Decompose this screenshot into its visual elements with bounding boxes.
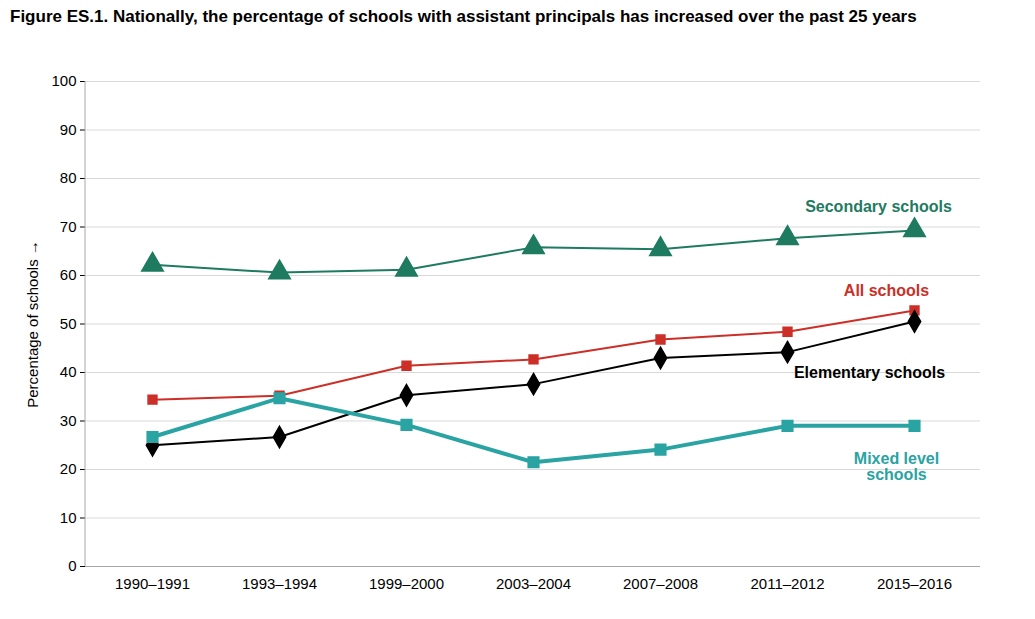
svg-text:Mixed levelschools: Mixed levelschools <box>854 450 939 483</box>
svg-text:60: 60 <box>60 266 77 283</box>
svg-text:Elementary schools: Elementary schools <box>794 364 945 381</box>
svg-text:100: 100 <box>51 72 76 89</box>
svg-text:Percentage of schools →: Percentage of schools → <box>24 240 41 408</box>
svg-text:All schools: All schools <box>844 282 929 299</box>
svg-text:Secondary schools: Secondary schools <box>805 198 952 215</box>
svg-text:2011–2012: 2011–2012 <box>751 575 825 592</box>
svg-text:1999–2000: 1999–2000 <box>369 575 444 592</box>
svg-text:20: 20 <box>60 460 77 477</box>
html-text:Figure ES.1. Nationally, the p: Figure ES.1. Nationally, the percentage … <box>10 7 917 26</box>
svg-text:40: 40 <box>60 363 77 380</box>
svg-text:2015–2016: 2015–2016 <box>877 575 952 592</box>
svg-text:2003–2004: 2003–2004 <box>496 575 571 592</box>
svg-text:70: 70 <box>60 218 77 235</box>
svg-text:1993–1994: 1993–1994 <box>242 575 317 592</box>
svg-text:10: 10 <box>60 509 77 526</box>
svg-text:30: 30 <box>60 412 77 429</box>
svg-text:1990–1991: 1990–1991 <box>115 575 190 592</box>
svg-text:80: 80 <box>60 169 77 186</box>
svg-text:90: 90 <box>60 121 77 138</box>
svg-text:50: 50 <box>60 315 77 332</box>
svg-text:2007–2008: 2007–2008 <box>623 575 698 592</box>
svg-text:0: 0 <box>68 557 76 574</box>
